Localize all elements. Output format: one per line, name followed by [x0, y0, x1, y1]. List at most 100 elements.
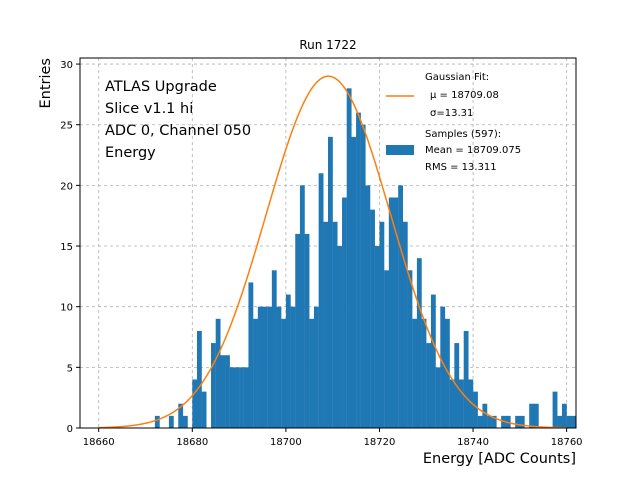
histogram-bar	[566, 415, 572, 428]
histogram-bar	[459, 379, 464, 428]
axis-ticks: 18660 18680 18700 18720 18740 18760 0 5 10 15 20 25…	[60, 60, 582, 448]
x-tick-label: 18680	[176, 437, 208, 448]
gaussian-fit-curve	[98, 75, 567, 429]
histogram-bar	[426, 343, 432, 428]
histogram-bar	[192, 379, 198, 428]
histogram-bar	[309, 318, 315, 428]
histogram-bar	[360, 124, 366, 428]
x-tick-label: 18660	[83, 437, 115, 448]
histogram-bar	[313, 306, 319, 428]
histogram-bar	[234, 367, 240, 428]
histogram-bar	[323, 221, 329, 428]
histogram-bar	[262, 306, 268, 428]
y-tick-label: 20	[60, 181, 73, 192]
y-tick-label: 25	[60, 121, 73, 132]
histogram-bar	[295, 233, 301, 428]
info-line-channel: ADC 0, Channel 050	[105, 123, 251, 139]
histogram-bar	[571, 415, 577, 428]
y-tick-label: 5	[67, 363, 73, 374]
histogram-bar	[412, 318, 418, 428]
legend-samples-rms: RMS = 13.311	[425, 162, 497, 173]
histogram-bar	[182, 415, 188, 428]
histogram-bar	[468, 379, 474, 428]
histogram-bar	[557, 415, 563, 428]
histogram-bar	[491, 415, 497, 428]
histogram-bar	[201, 391, 207, 428]
histogram-bar	[271, 270, 277, 428]
histogram-bar	[384, 270, 389, 428]
histogram-bar	[440, 306, 446, 428]
histogram-bar	[290, 306, 296, 428]
info-line-quantity: Energy	[105, 145, 156, 161]
x-axis-title: Energy [ADC Counts]	[423, 451, 576, 467]
histogram-bar	[393, 197, 399, 428]
histogram-bar	[421, 318, 427, 428]
y-tick-label: 30	[60, 60, 73, 71]
histogram-bar	[304, 233, 310, 428]
histogram-bars	[154, 88, 577, 429]
fit-curve-path	[98, 75, 567, 429]
histogram-bar	[346, 88, 352, 428]
histogram-bar	[299, 185, 305, 428]
histogram-bar	[515, 415, 520, 428]
histogram-bar	[253, 318, 258, 428]
histogram-bar	[342, 197, 347, 428]
histogram-bar	[225, 355, 230, 428]
histogram-bar	[248, 282, 254, 428]
histogram-bar	[281, 318, 287, 428]
histogram-bar	[463, 330, 469, 428]
histogram-bar	[276, 306, 282, 428]
y-tick-label: 15	[60, 242, 73, 253]
histogram-bar	[370, 209, 375, 428]
histogram-bar	[435, 367, 441, 428]
info-line-experiment: ATLAS Upgrade	[105, 79, 217, 95]
histogram-bar	[215, 318, 221, 428]
legend-samples-swatch	[386, 145, 414, 155]
histogram-bar	[388, 197, 394, 428]
histogram-bar	[332, 221, 338, 428]
histogram-bar	[402, 221, 408, 428]
histogram-bar	[477, 415, 483, 428]
histogram-bar	[519, 415, 525, 428]
histogram-bar	[220, 355, 226, 428]
histogram-bar	[449, 379, 455, 428]
y-tick-label: 10	[60, 303, 73, 314]
histogram-bar	[374, 246, 380, 428]
histogram-bar	[398, 185, 404, 428]
histogram-bar	[267, 306, 272, 428]
info-line-slice: Slice v1.1 hi	[105, 101, 193, 117]
legend: Gaussian Fit: μ = 18709.08 σ=13.31 Sampl…	[386, 72, 521, 173]
histogram-bar	[328, 136, 333, 428]
histogram-bar	[356, 112, 361, 429]
histogram-bar	[243, 367, 249, 428]
plot-frame	[79, 57, 577, 429]
legend-fit-mu: μ = 18709.08	[430, 90, 499, 101]
chart-title: Run 1722	[299, 38, 356, 52]
histogram-bar	[379, 221, 385, 428]
histogram-bar	[365, 185, 371, 428]
histogram-bar	[430, 294, 436, 428]
histogram-bar	[239, 367, 244, 428]
info-text-block: ATLAS Upgrade Slice v1.1 hi ADC 0, Chann…	[105, 79, 251, 161]
histogram-bar	[257, 306, 263, 428]
histogram-bar	[211, 343, 216, 428]
histogram-bar	[533, 403, 539, 428]
x-tick-label: 18720	[364, 437, 396, 448]
x-tick-label: 18760	[551, 437, 583, 448]
x-tick-label: 18700	[270, 437, 302, 448]
histogram-bar	[444, 318, 450, 428]
y-axis-title: Entries	[38, 58, 54, 109]
histogram-bar	[561, 403, 567, 428]
histogram-bar	[407, 270, 413, 428]
histogram-bar	[416, 258, 422, 428]
x-tick-label: 18740	[457, 437, 489, 448]
y-tick-label: 0	[67, 424, 73, 435]
histogram-bar	[196, 330, 202, 428]
histogram-bar	[552, 391, 558, 428]
histogram-bar	[473, 391, 478, 428]
histogram-bar	[482, 403, 488, 428]
histogram-bar	[178, 403, 184, 428]
histogram-bar	[285, 294, 291, 428]
histogram-bar	[229, 367, 235, 428]
